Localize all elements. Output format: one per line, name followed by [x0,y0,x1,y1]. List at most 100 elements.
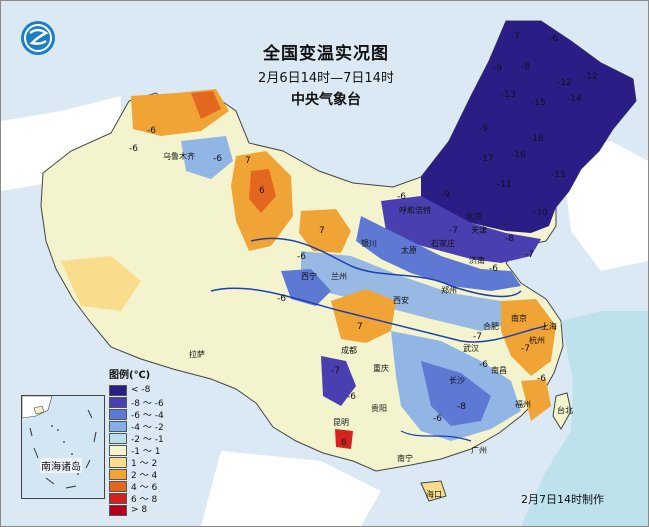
legend-item: -1 ～ 1 [109,444,164,457]
value-label: -6 [537,374,546,384]
cool-zone-sea-east [521,311,648,526]
city-label: 长沙 [449,375,465,385]
city-label: 贵阳 [371,403,387,413]
neighbor-land-korea [561,141,648,271]
city-label: 南宁 [397,453,413,463]
city-label: 银川 [361,238,377,248]
legend-label: -1 ～ 1 [131,446,161,457]
cma-logo [21,21,55,55]
city-label: 石家庄 [431,238,455,248]
legend-swatch [109,420,127,432]
city-label: 台北 [557,405,573,415]
value-label: -8 [505,234,514,244]
cool-zone-xinjiang [181,136,233,179]
value-label: -11 [551,170,566,180]
legend-label: < -8 [131,385,151,395]
warm-zone-qinghai [299,209,351,253]
value-label: -11 [497,180,512,190]
city-label: 西宁 [301,271,317,281]
inset-label: 南海诸岛 [40,458,82,473]
value-label: -6 [489,264,498,274]
value-label: -9 [479,124,488,134]
city-label: 兰州 [331,271,347,281]
legend-label: -2 ～ -1 [131,434,164,445]
cold-zone-north-china [356,216,521,291]
value-label: 7 [357,322,363,332]
legend-item: -2 ～ -1 [109,432,164,445]
map-title: 全国变温实况图 [263,44,389,64]
value-label: -6 [129,144,138,154]
value-label: -6 [479,360,488,370]
city-label: 杭州 [529,335,545,345]
city-label: 呼和浩特 [399,205,431,215]
city-label: 重庆 [373,363,389,373]
legend-swatch [109,492,127,504]
legend-swatch [109,504,127,516]
city-label: 北京 [466,211,482,221]
value-label: -9 [493,64,502,74]
legend-swatch [109,480,127,492]
value-labels: -6 -6 -6 7 6 7 -6 -7 -6 -8 -9 -12 -13 -1… [129,32,598,448]
value-label: -17 [479,154,494,164]
neighbor-land-west [1,96,121,191]
pearl-river [400,430,472,442]
legend-swatch [109,384,127,396]
city-label: 太原 [401,245,417,255]
legend-label: -6 ～ -4 [131,410,164,421]
production-time: 2月7日14时制作 [521,493,604,506]
south-china-sea-inset: 南海诸岛 [21,395,105,499]
value-label: -7 [473,332,482,342]
legend-item: > 8 [109,504,164,516]
city-label: 昆明 [333,418,349,427]
city-label: 成都 [341,345,357,355]
legend-item: -8 ～ -6 [109,396,164,409]
legend-label: -8 ～ -6 [131,398,164,409]
value-label: -7 [511,32,520,42]
value-label: -10 [533,208,548,218]
value-label: -12 [583,72,598,82]
legend-swatch [109,396,127,408]
agency-name: 中央气象台 [291,92,361,108]
legend-swatch [109,444,127,456]
city-label: 济南 [469,255,485,265]
value-label: -8 [457,402,466,412]
legend-swatch [109,432,127,444]
legend-label: 2 ～ 4 [131,470,158,481]
city-label: 上海 [541,321,557,331]
value-label: -8 [521,62,530,72]
value-label: -6 [397,192,406,202]
value-label: 6 [259,186,265,196]
value-label: -16 [511,150,526,160]
hot-zone-northwest [191,91,221,119]
value-label: -13 [501,90,516,100]
cold-zone-northeast [421,21,636,233]
neighbor-land-south [201,451,381,526]
value-label: -6 [549,34,558,44]
city-label: 乌鲁木齐 [163,151,195,161]
hainan-island [420,480,447,502]
city-label: 合肥 [483,321,499,331]
legend-item: 6 ～ 8 [109,492,164,505]
city-label: 南昌 [491,365,507,375]
cold-zone-gansu [281,269,331,306]
cold-zone-sichuan [321,356,356,406]
value-label: -7 [525,250,534,260]
city-label: 福州 [515,400,531,409]
warm-zone-fujian [521,379,551,421]
value-label: 7 [245,156,251,166]
cold-zone-north [381,196,541,263]
value-label: -14 [567,94,582,104]
city-labels: 乌鲁木齐 西宁 兰州 银川 呼和浩特 北京 天津 石家庄 太原 济南 郑州 西安… [163,151,573,499]
legend-item: -6 ～ -4 [109,408,164,421]
value-label: 6 [341,438,347,448]
value-label: -12 [557,78,572,88]
city-label: 广州 [471,445,487,455]
yellow-river [250,237,522,298]
inset-map [21,395,97,489]
legend: 图例(℃) < -8 -8 ～ -6 -6 ～ -4 -4 ～ -2 -2 ～ -1 -1… [109,366,164,516]
legend-item: -4 ～ -2 [109,420,164,433]
hot-zone-gansu-west [249,169,276,213]
value-label: -7 [331,366,340,376]
